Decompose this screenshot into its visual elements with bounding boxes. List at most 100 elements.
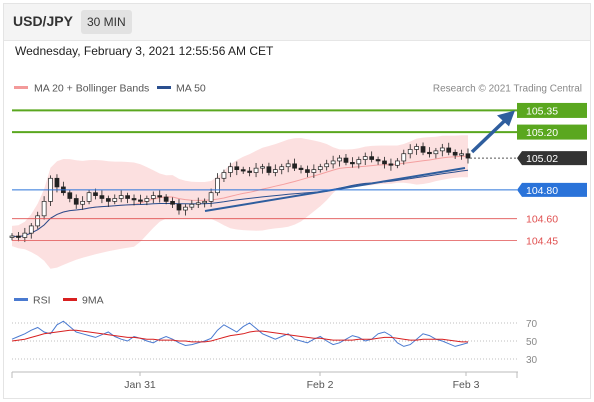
candle xyxy=(369,156,375,160)
candle xyxy=(465,153,471,159)
candle xyxy=(202,201,208,204)
candle xyxy=(407,149,413,155)
ma20-legend-label: MA 20 + Bollinger Bands xyxy=(34,83,149,95)
candle xyxy=(234,166,240,170)
candle xyxy=(317,166,323,170)
ma9-legend-swatch xyxy=(63,298,77,301)
candle xyxy=(112,198,118,202)
x-tick-label: Feb 3 xyxy=(453,379,480,391)
candle xyxy=(170,201,175,205)
rsi-tick-label: 70 xyxy=(526,319,538,330)
bollinger-band xyxy=(12,135,468,269)
candle xyxy=(382,160,387,165)
candle xyxy=(375,159,381,162)
candle xyxy=(215,177,220,194)
candle xyxy=(54,177,60,188)
candle xyxy=(260,166,265,169)
candle xyxy=(86,192,92,202)
candle xyxy=(67,192,73,199)
candle xyxy=(401,153,407,162)
candle xyxy=(9,235,15,238)
candle xyxy=(41,201,47,217)
resistance-label: 105.20 xyxy=(526,127,558,139)
resistance-label-box xyxy=(517,124,587,140)
levels-layer: 105.35 105.20 105.02 104.80 104.60 104.45 xyxy=(12,102,587,247)
x-axis-ticks: Jan 31 Feb 2 Feb 3 xyxy=(124,372,480,391)
candle xyxy=(446,147,452,153)
ma50-legend-swatch xyxy=(157,86,171,89)
candle xyxy=(330,160,336,165)
x-tick-label: Jan 31 xyxy=(124,379,156,391)
resistance-label: 105.35 xyxy=(526,105,558,117)
forecast-arrow-head xyxy=(497,110,515,127)
copyright-text: Research © 2021 Trading Central xyxy=(433,84,582,95)
support-label-box xyxy=(517,182,587,197)
candle xyxy=(176,203,182,211)
price-layer xyxy=(9,135,471,269)
candle xyxy=(105,198,111,202)
forecast-arrow-shaft xyxy=(470,119,507,154)
candle xyxy=(118,195,124,199)
ma9-legend-label: 9MA xyxy=(82,295,104,307)
candle xyxy=(324,163,330,168)
candle xyxy=(253,167,259,173)
candle xyxy=(93,192,98,196)
candle xyxy=(125,195,130,199)
resistance-label-box xyxy=(517,102,587,118)
candle xyxy=(189,203,195,208)
candle xyxy=(414,146,419,150)
candle xyxy=(459,153,464,156)
candle xyxy=(285,163,291,168)
candle xyxy=(80,201,85,205)
candle xyxy=(343,157,349,163)
candle xyxy=(395,160,400,166)
candle xyxy=(452,151,458,156)
support-label: 104.80 xyxy=(526,185,558,197)
candle xyxy=(163,196,169,202)
candle xyxy=(247,170,252,173)
ma50-legend-label: MA 50 xyxy=(176,83,206,95)
candle xyxy=(16,235,21,238)
candle xyxy=(420,146,426,153)
current-price-label: 105.02 xyxy=(526,153,558,165)
minor-support-label: 104.45 xyxy=(526,235,558,247)
candle xyxy=(22,232,28,238)
candle xyxy=(298,167,304,170)
rsi-tick-label: 50 xyxy=(526,337,538,348)
chart-datetime: Wednesday, February 3, 2021 12:55:56 AM … xyxy=(15,44,274,58)
timeframe-badge[interactable]: 30 MIN xyxy=(81,10,132,34)
candle xyxy=(292,163,297,169)
candle xyxy=(35,215,41,227)
candle xyxy=(157,195,163,198)
ma50-line xyxy=(11,169,469,238)
candle xyxy=(28,225,34,234)
candle xyxy=(337,157,342,162)
candle xyxy=(195,202,201,205)
rsi-line xyxy=(11,320,469,347)
candle xyxy=(266,166,272,173)
candle xyxy=(439,147,445,152)
x-tick-label: Feb 2 xyxy=(307,379,334,391)
candle xyxy=(208,192,214,202)
candle xyxy=(356,159,362,165)
candle xyxy=(221,172,227,179)
candle xyxy=(99,195,105,199)
candle xyxy=(240,169,246,172)
ma20-legend-swatch xyxy=(14,86,28,89)
candle xyxy=(144,198,150,202)
candle xyxy=(433,150,439,155)
candle xyxy=(311,169,317,173)
currency-pair-title: USD/JPY xyxy=(13,13,73,29)
rsi-9ma-line xyxy=(11,329,468,343)
candle xyxy=(350,162,355,165)
candle xyxy=(131,198,137,201)
candle xyxy=(150,195,156,199)
candle xyxy=(388,163,394,166)
rsi-legend-swatch xyxy=(14,298,28,301)
rsi-tick-label: 30 xyxy=(526,355,538,366)
candle xyxy=(427,151,432,155)
candle xyxy=(228,166,233,173)
rsi-legend-label: RSI xyxy=(33,295,51,307)
current-price-box xyxy=(517,151,587,166)
